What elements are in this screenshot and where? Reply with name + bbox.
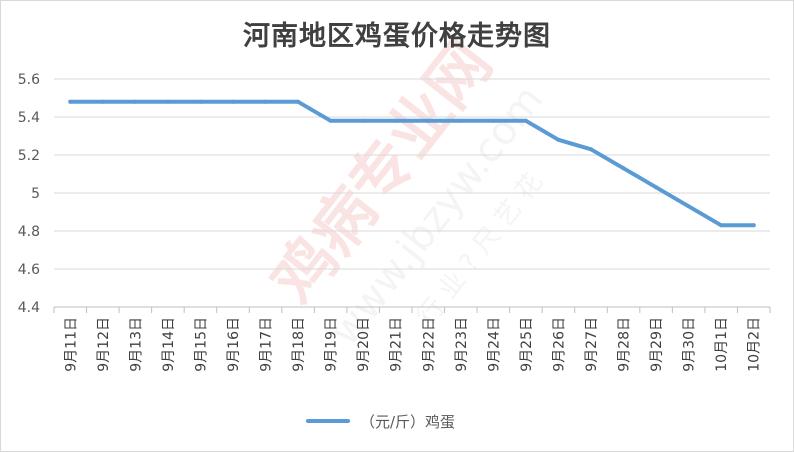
x-tick-label: 9月13日 [128, 317, 144, 372]
y-axis-ticks: 4.4 4.6 4.8 5 5.2 5.4 5.6 [18, 72, 40, 316]
data-point [100, 99, 105, 104]
series-layer [68, 99, 756, 228]
x-tick-label: 9月27日 [584, 317, 600, 372]
legend: （元/斤）鸡蛋 [306, 409, 455, 433]
y-tick-label: 5.6 [18, 72, 40, 88]
y-tick-label: 4.4 [18, 300, 40, 316]
data-point [68, 99, 73, 104]
y-tick-label: 5.2 [18, 148, 40, 164]
x-tick-label: 9月26日 [551, 317, 567, 372]
data-point [361, 118, 366, 123]
data-point [296, 99, 301, 104]
data-point [621, 166, 626, 171]
y-tick-label: 4.6 [18, 262, 40, 278]
legend-swatch-eggs [306, 419, 350, 423]
x-tick-label: 10月1日 [714, 317, 730, 372]
data-point [263, 99, 268, 104]
x-tick-label: 9月15日 [193, 317, 209, 372]
x-tick-label: 9月12日 [96, 317, 112, 372]
chart-title: 河南地区鸡蛋价格走势图 [243, 21, 551, 52]
x-tick-label: 9月11日 [63, 317, 79, 372]
x-tick-label: 9月20日 [356, 317, 372, 372]
x-tick-label: 9月16日 [226, 317, 242, 372]
data-point [523, 118, 528, 123]
data-point [198, 99, 203, 104]
data-point [393, 118, 398, 123]
x-tick-label: 9月19日 [324, 317, 340, 372]
x-tick-label: 9月24日 [486, 317, 502, 372]
data-point [556, 137, 561, 142]
data-point [458, 118, 463, 123]
x-tick-label: 9月21日 [389, 317, 405, 372]
data-point [719, 223, 724, 228]
y-tick-label: 5 [31, 186, 40, 202]
x-tick-label: 9月22日 [421, 317, 437, 372]
data-point [491, 118, 496, 123]
legend-label-eggs: （元/斤）鸡蛋 [360, 412, 456, 431]
data-point [426, 118, 431, 123]
data-point [231, 99, 235, 104]
x-tick-label: 9月17日 [259, 317, 275, 372]
data-point [686, 204, 691, 209]
x-tick-label: 9月30日 [682, 317, 698, 372]
x-tick-label: 9月29日 [649, 317, 665, 372]
x-tick-label: 10月2日 [747, 317, 763, 372]
data-point [133, 99, 138, 104]
x-axis-ticks: 9月11日 9月12日 9月13日 9月14日 9月15日 9月16日 9月17日 9月18日… [63, 317, 762, 372]
x-tick-label: 9月14日 [161, 317, 177, 372]
y-tick-label: 5.4 [18, 110, 40, 126]
x-tick-label: 9月23日 [454, 317, 470, 372]
data-point [654, 185, 659, 190]
x-tick-label: 9月28日 [617, 317, 633, 372]
series-line-eggs [68, 99, 756, 228]
data-point [328, 118, 333, 123]
y-tick-label: 4.8 [18, 224, 40, 240]
x-tick-label: 9月25日 [519, 317, 535, 372]
data-point [751, 223, 756, 228]
gridlines [54, 78, 770, 270]
data-point [589, 147, 593, 152]
data-point [165, 99, 170, 104]
axes [53, 306, 771, 313]
x-tick-label: 9月18日 [291, 317, 307, 372]
